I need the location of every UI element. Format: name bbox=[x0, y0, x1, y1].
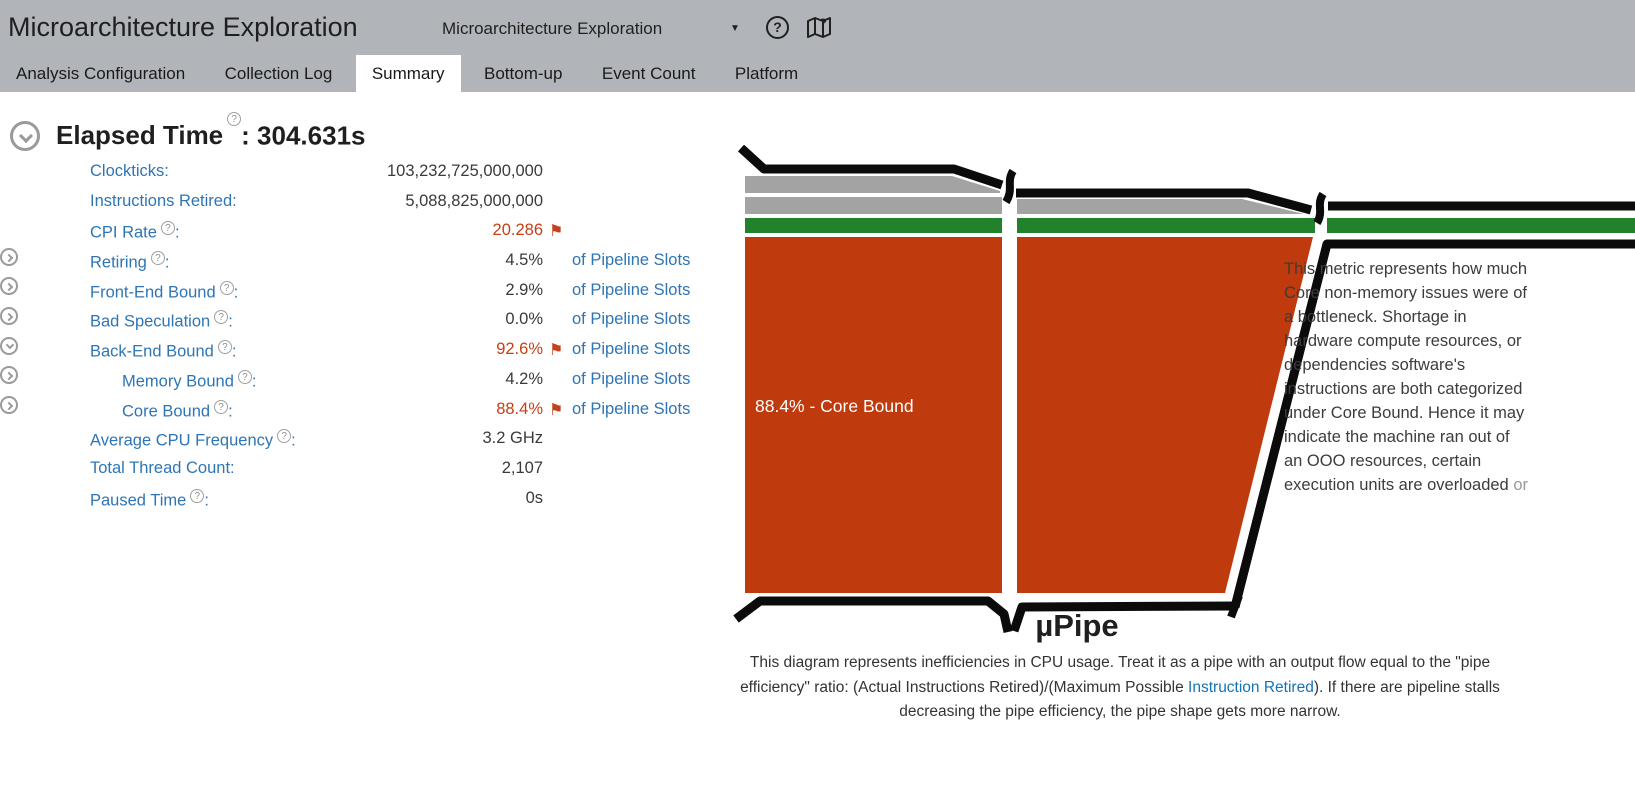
metric-value: 20.286 bbox=[492, 221, 543, 240]
metric-value: 3.2 GHz bbox=[482, 429, 543, 448]
metric-suffix: of Pipeline Slots bbox=[572, 399, 691, 418]
metric-row-bad-speculation: Bad Speculation?: 0.0% of Pipeline Slots bbox=[0, 306, 740, 336]
pipe-frontend-bound-band bbox=[745, 176, 1000, 193]
upipe-title: µPipe bbox=[1035, 608, 1119, 643]
metric-value: 103,232,725,000,000 bbox=[387, 162, 543, 180]
tab-platform[interactable]: Platform bbox=[734, 64, 799, 83]
help-icon[interactable]: ? bbox=[214, 310, 229, 325]
metric-suffix: of Pipeline Slots bbox=[572, 369, 691, 388]
metric-row-cpi-rate: CPI Rate?: 20.286 ⚑ bbox=[0, 217, 740, 247]
tab-collection-log[interactable]: Collection Log bbox=[224, 64, 333, 83]
pipe-retiring-band-2 bbox=[1017, 218, 1315, 233]
tab-analysis-configuration[interactable]: Analysis Configuration bbox=[16, 64, 186, 83]
metric-label[interactable]: Memory Bound bbox=[122, 372, 234, 391]
svg-text:?: ? bbox=[819, 16, 826, 30]
collapse-icon[interactable] bbox=[0, 336, 18, 355]
upipe-diagram[interactable] bbox=[730, 144, 1635, 650]
expand-icon[interactable] bbox=[0, 366, 18, 385]
tab-summary[interactable]: Summary bbox=[355, 55, 461, 92]
expand-icon[interactable] bbox=[0, 307, 18, 326]
help-icon[interactable]: ? bbox=[190, 488, 205, 503]
expand-icon[interactable] bbox=[0, 396, 18, 415]
help-icon[interactable]: ? bbox=[277, 429, 292, 444]
metric-row-front-end-bound: Front-End Bound?: 2.9% of Pipeline Slots bbox=[0, 277, 740, 307]
page-title: Microarchitecture Exploration bbox=[8, 12, 358, 42]
metric-row-memory-bound: Memory Bound?: 4.2% of Pipeline Slots bbox=[0, 366, 740, 396]
metric-row-retiring: Retiring?: 4.5% of Pipeline Slots bbox=[0, 247, 740, 277]
metric-value: 5,088,825,000,000 bbox=[405, 191, 543, 210]
pipe-memory-bound-band-2 bbox=[1017, 199, 1304, 214]
metric-row-total-thread-count: Total Thread Count: 2,107 bbox=[0, 455, 740, 485]
expand-icon[interactable] bbox=[0, 247, 18, 266]
metric-label[interactable]: Front-End Bound bbox=[90, 283, 216, 302]
help-icon[interactable]: ? bbox=[766, 16, 789, 39]
metric-value: 4.5% bbox=[505, 251, 543, 270]
metric-value: 4.2% bbox=[505, 369, 543, 388]
metric-suffix: of Pipeline Slots bbox=[572, 310, 691, 329]
metric-label[interactable]: Bad Speculation bbox=[90, 312, 211, 331]
pipe-memory-bound-band bbox=[745, 197, 1002, 214]
metric-label[interactable]: Retiring bbox=[90, 253, 147, 272]
guided-tour-map-icon[interactable]: ? bbox=[806, 15, 832, 41]
flag-icon: ⚑ bbox=[549, 401, 564, 419]
metric-value: 2.9% bbox=[505, 280, 543, 299]
metric-value: 88.4% bbox=[496, 399, 543, 418]
pipe-output-flow-band bbox=[1327, 218, 1635, 233]
expand-icon[interactable] bbox=[0, 277, 18, 296]
help-icon[interactable]: ? bbox=[217, 340, 232, 355]
metric-value: 2,107 bbox=[501, 458, 543, 477]
truncated-text: or bbox=[1508, 476, 1528, 494]
metric-row-paused-time: Paused Time?: 0s bbox=[0, 485, 740, 515]
metric-label[interactable]: Clockticks bbox=[90, 162, 165, 180]
core-bound-pipe-label: 88.4% - Core Bound bbox=[755, 396, 914, 416]
pipe-retiring-band bbox=[745, 218, 1002, 233]
core-bound-tooltip: This metric represents how much Core non… bbox=[1284, 260, 1528, 494]
metric-value: 0.0% bbox=[505, 310, 543, 329]
pipe-core-bound-block bbox=[745, 237, 1002, 593]
tab-bar: Analysis Configuration Collection Log Su… bbox=[0, 55, 1635, 92]
tab-event-count[interactable]: Event Count bbox=[601, 64, 696, 83]
elapsed-time-separator: : bbox=[241, 120, 258, 151]
result-selector-dropdown[interactable]: Microarchitecture Exploration bbox=[442, 19, 663, 38]
metric-suffix: of Pipeline Slots bbox=[572, 251, 691, 270]
elapsed-time-value: 304.631s bbox=[257, 120, 366, 151]
metric-row-back-end-bound: Back-End Bound?: 92.6% ⚑ of Pipeline Slo… bbox=[0, 336, 740, 366]
metric-label[interactable]: Average CPU Frequency bbox=[90, 431, 274, 450]
metric-label[interactable]: Total Thread Count bbox=[90, 458, 231, 477]
metrics-list: Clockticks: 103,232,725,000,000 Instruct… bbox=[0, 158, 740, 514]
metric-label[interactable]: Paused Time bbox=[90, 491, 187, 510]
metric-label[interactable]: Instructions Retired bbox=[90, 191, 233, 210]
metric-row-instructions-retired: Instructions Retired: 5,088,825,000,000 bbox=[0, 188, 740, 218]
title-bar: Microarchitecture Exploration Microarchi… bbox=[0, 0, 1635, 55]
metric-value: 0s bbox=[525, 488, 543, 507]
metric-row-core-bound: Core Bound?: 88.4% ⚑ of Pipeline Slots bbox=[0, 396, 740, 426]
chevron-down-icon[interactable]: ▼ bbox=[730, 23, 740, 34]
metric-row-clockticks: Clockticks: 103,232,725,000,000 bbox=[0, 158, 740, 188]
upipe-caption: This diagram represents inefficiencies i… bbox=[740, 654, 1500, 720]
metric-value: 92.6% bbox=[496, 340, 543, 359]
help-icon[interactable]: ? bbox=[219, 280, 234, 295]
help-icon[interactable]: ? bbox=[214, 399, 229, 414]
metric-row-average-cpu-frequency: Average CPU Frequency?: 3.2 GHz bbox=[0, 425, 740, 455]
elapsed-time-label: Elapsed Time bbox=[56, 120, 224, 151]
help-icon[interactable]: ? bbox=[237, 369, 252, 384]
metric-label[interactable]: Back-End Bound bbox=[90, 342, 214, 361]
help-icon[interactable]: ? bbox=[160, 221, 175, 236]
pipe-core-bound-block-2 bbox=[1017, 237, 1313, 593]
help-icon[interactable]: ? bbox=[150, 251, 165, 266]
metric-suffix: of Pipeline Slots bbox=[572, 340, 691, 359]
flag-icon: ⚑ bbox=[549, 223, 564, 241]
metric-suffix: of Pipeline Slots bbox=[572, 280, 691, 299]
metric-label[interactable]: Core Bound bbox=[122, 402, 211, 420]
collapse-section-icon[interactable] bbox=[10, 120, 40, 151]
flag-icon: ⚑ bbox=[549, 342, 564, 360]
elapsed-time-section-header: Elapsed Time?: 304.631s bbox=[10, 112, 366, 151]
instruction-retired-link[interactable]: Instruction Retired bbox=[1188, 678, 1314, 696]
tab-bottom-up[interactable]: Bottom-up bbox=[484, 64, 563, 83]
metric-label[interactable]: CPI Rate bbox=[90, 223, 157, 242]
help-icon[interactable]: ? bbox=[227, 112, 242, 126]
